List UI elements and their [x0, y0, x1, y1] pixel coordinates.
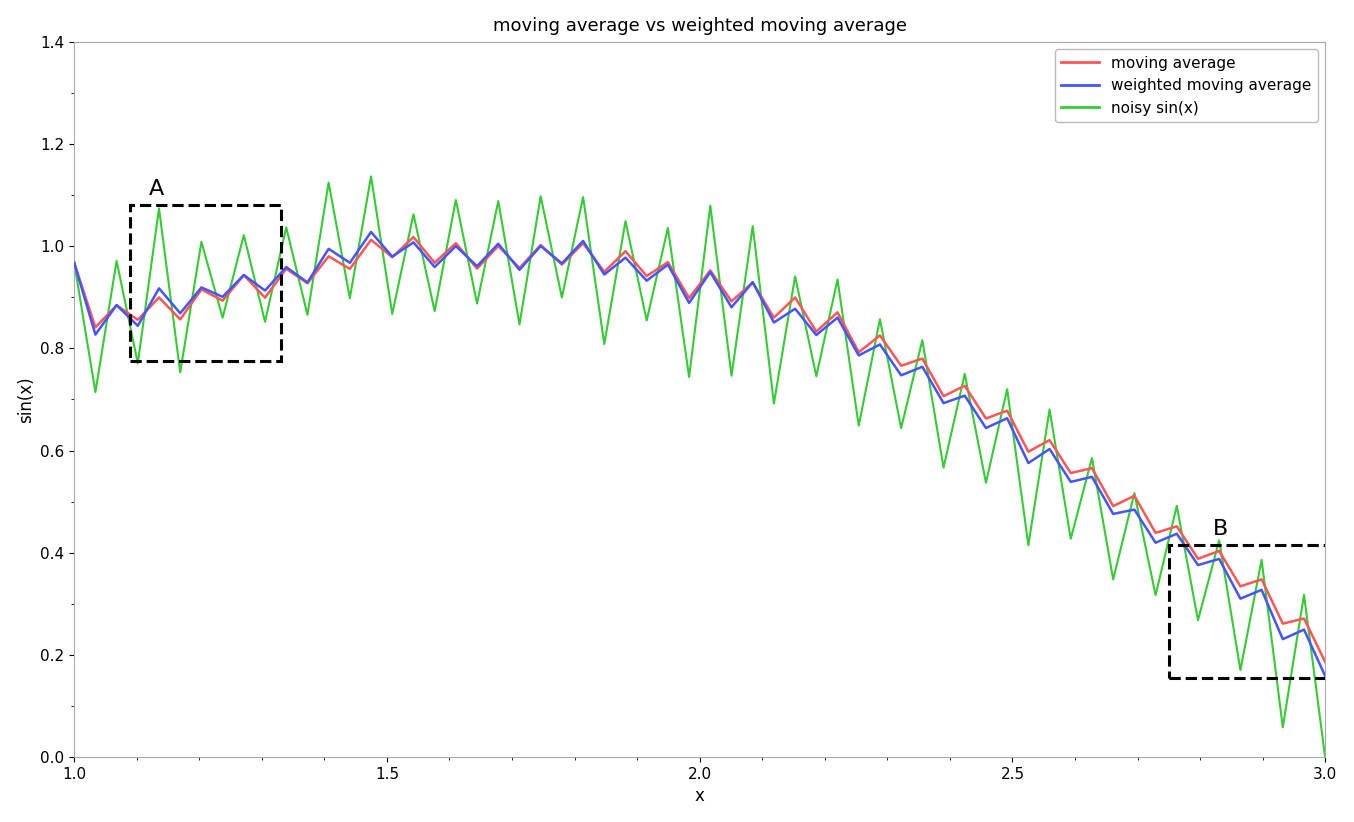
moving average: [448, 238, 464, 248]
noisy sin(x): [448, 195, 464, 205]
noisy sin(x): [872, 314, 888, 324]
Line: moving average: moving average: [74, 237, 1326, 662]
moving average: [1317, 657, 1334, 667]
weighted moving average: [278, 262, 294, 272]
noisy sin(x): [66, 258, 83, 268]
noisy sin(x): [278, 223, 294, 233]
moving average: [872, 330, 888, 340]
moving average: [278, 264, 294, 274]
weighted moving average: [448, 241, 464, 251]
X-axis label: x: x: [695, 787, 704, 806]
noisy sin(x): [512, 320, 528, 330]
weighted moving average: [1317, 671, 1334, 681]
noisy sin(x): [1317, 753, 1334, 763]
moving average: [385, 252, 401, 262]
noisy sin(x): [405, 210, 421, 219]
Title: moving average vs weighted moving average: moving average vs weighted moving averag…: [493, 16, 907, 35]
noisy sin(x): [363, 172, 379, 182]
moving average: [405, 232, 421, 242]
Text: A: A: [149, 179, 164, 199]
moving average: [66, 258, 83, 268]
Legend: moving average, weighted moving average, noisy sin(x): moving average, weighted moving average,…: [1055, 49, 1317, 122]
weighted moving average: [363, 227, 379, 237]
Text: B: B: [1213, 519, 1228, 538]
Bar: [130, 206, 280, 361]
noisy sin(x): [490, 196, 506, 206]
weighted moving average: [490, 239, 506, 249]
weighted moving average: [66, 258, 83, 268]
moving average: [490, 241, 506, 251]
Line: noisy sin(x): noisy sin(x): [74, 177, 1326, 758]
moving average: [512, 263, 528, 273]
weighted moving average: [872, 339, 888, 349]
Line: weighted moving average: weighted moving average: [74, 232, 1326, 676]
Bar: [1169, 545, 1331, 678]
Y-axis label: sin(x): sin(x): [16, 376, 35, 423]
weighted moving average: [405, 238, 421, 247]
weighted moving average: [512, 265, 528, 275]
